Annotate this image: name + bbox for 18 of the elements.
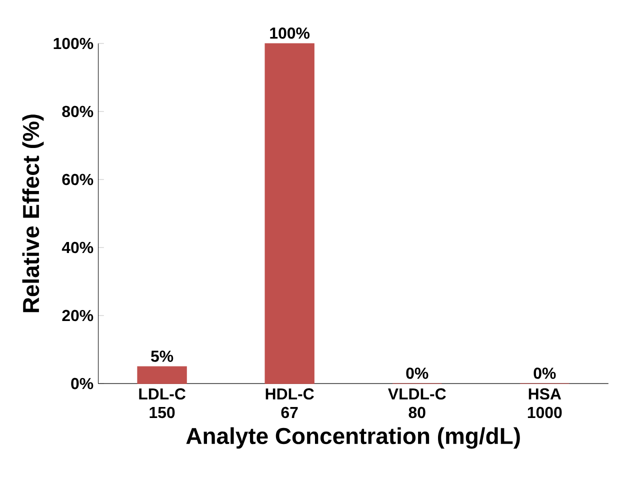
bar [264,43,314,384]
y-tick-label: 20% [62,310,94,322]
x-tick-label: LDL-C 150 [139,388,186,418]
x-axis-title: Analyte Concentration (mg/dL) [186,427,520,449]
y-tick-label: 80% [62,106,94,118]
x-tick-label: HDL-C 67 [266,388,314,418]
x-tick-label: HSA 1000 [528,388,562,418]
data-label: 5% [151,350,174,362]
data-label: 100% [270,28,310,39]
x-tick-label: VLDL-C 80 [388,388,446,418]
y-tick-label: 0% [71,378,94,390]
data-label: 0% [534,368,556,379]
y-axis-title: Relative Effect (%) [22,114,44,312]
y-tick-label: 40% [62,242,94,254]
bar [137,366,187,384]
data-label: 0% [406,368,428,379]
y-tick-label: 60% [62,174,94,186]
y-tick-label: 100% [54,38,94,50]
